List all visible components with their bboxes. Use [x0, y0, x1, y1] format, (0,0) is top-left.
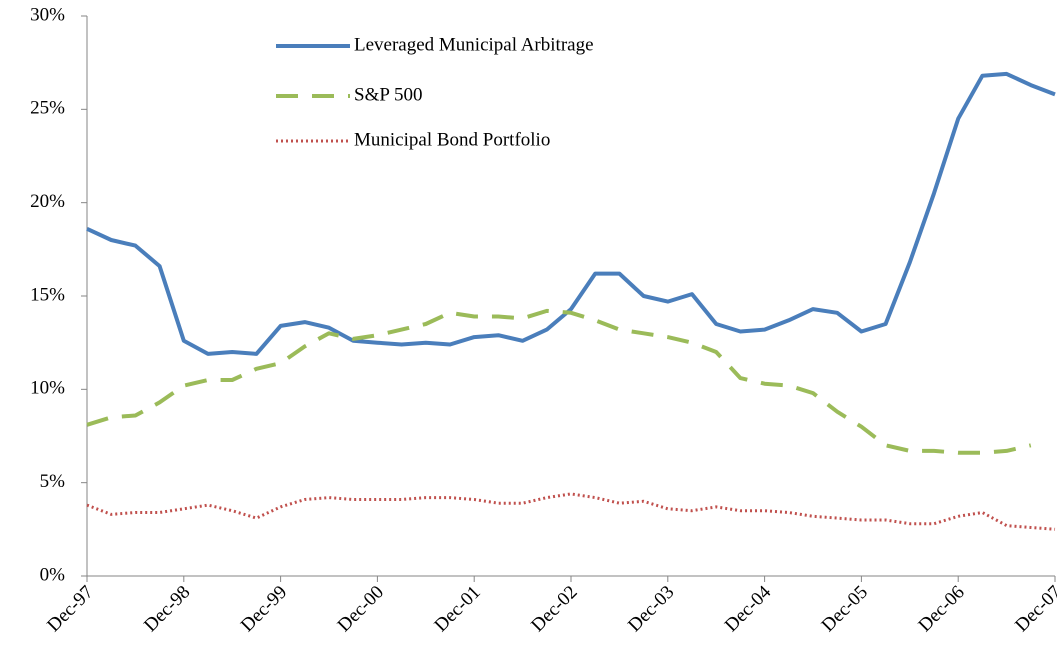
series-line	[86, 492, 1056, 531]
x-tick-label: Dec-01	[430, 582, 484, 636]
legend-label: S&P 500	[354, 84, 422, 105]
y-tick-label: 0%	[40, 564, 66, 585]
x-tick-label: Dec-97	[43, 582, 97, 636]
legend-label: Leveraged Municipal Arbitrage	[354, 34, 594, 55]
y-tick-label: 15%	[30, 284, 65, 305]
y-tick-label: 20%	[30, 191, 65, 212]
x-tick-label: Dec-02	[527, 582, 581, 636]
x-tick-label: Dec-05	[818, 582, 872, 636]
series-line	[86, 71, 1056, 356]
x-tick-label: Dec-03	[624, 582, 678, 636]
x-tick-label: Dec-98	[140, 582, 194, 636]
x-tick-label: Dec-99	[237, 582, 291, 636]
x-tick-label: Dec-00	[334, 582, 388, 636]
series-line	[86, 308, 1032, 455]
y-tick-label: 30%	[30, 4, 65, 25]
x-tick-label: Dec-04	[721, 581, 776, 636]
y-tick-label: 10%	[30, 378, 65, 399]
y-tick-label: 25%	[30, 98, 65, 119]
y-tick-label: 5%	[40, 471, 66, 492]
x-tick-label: Dec-06	[914, 582, 968, 636]
x-tick-label: Dec-07	[1011, 582, 1057, 636]
legend-label: Municipal Bond Portfolio	[354, 129, 550, 150]
